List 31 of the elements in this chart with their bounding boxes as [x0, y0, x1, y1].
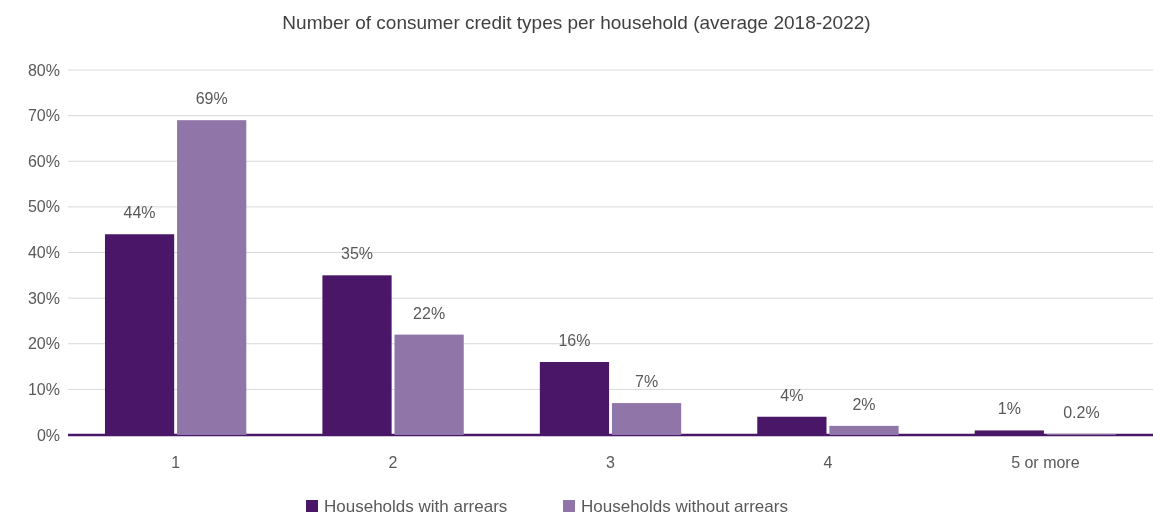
bar [394, 334, 464, 435]
y-tick-label: 50% [27, 198, 60, 216]
x-tick-label: 3 [606, 454, 616, 471]
legend-label: Households without arrears [581, 497, 788, 516]
y-tick-label: 20% [27, 335, 60, 353]
text: 1% [997, 400, 1021, 418]
text: 0.2% [1063, 404, 1100, 422]
x-tick-label: 2 [388, 454, 398, 471]
text: 7% [634, 373, 659, 391]
text: 16% [558, 332, 591, 349]
text: 35% [341, 245, 374, 263]
x-tick-label: 4 [823, 454, 833, 471]
bar [829, 425, 899, 435]
text: 44% [123, 204, 156, 222]
text: 69% [195, 90, 228, 108]
legend-label: Households with arrears [324, 497, 508, 516]
text: 2% [852, 395, 876, 413]
text: 22% [413, 304, 446, 322]
y-tick-label: 10% [27, 380, 60, 398]
y-tick-label: 80% [27, 61, 60, 79]
text: 4% [780, 386, 804, 404]
x-tick-label: 5 or more [1011, 454, 1080, 471]
y-tick-label: 70% [27, 107, 60, 125]
bar [177, 120, 247, 435]
chart-title: Number of consumer credit types per household (average 2018-2022) [282, 12, 871, 33]
y-tick-label: 60% [27, 152, 60, 170]
bar [611, 403, 682, 435]
y-tick-label: 0% [36, 426, 60, 444]
x-tick-label: 1 [171, 454, 181, 471]
y-tick-label: 30% [27, 289, 60, 307]
y-tick-label: 40% [27, 244, 60, 262]
